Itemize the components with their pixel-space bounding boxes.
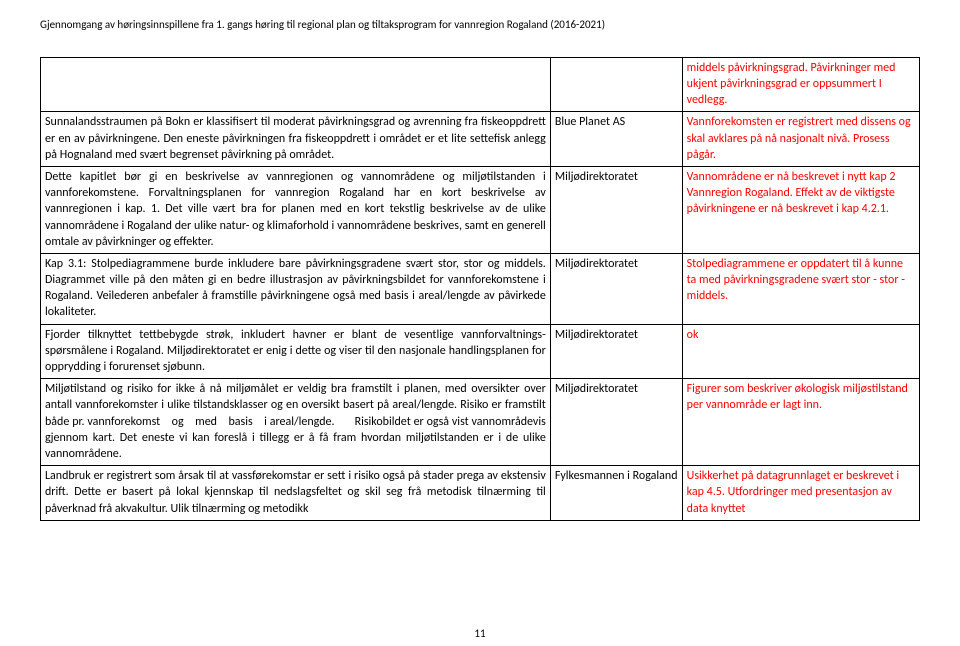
page-number: 11 [0,627,960,642]
consultation-comment [41,57,551,112]
table-row: Dette kapitlet bør gi en beskrivelse av … [41,166,920,253]
commenter: Blue Planet AS [550,112,682,167]
response: middels påvirkningsgrad. Påvirkninger me… [682,57,919,112]
table-row: Landbruk er registrert som årsak til at … [41,466,920,521]
commenter: Miljødirektoratet [550,324,682,379]
consultation-comment: Fjorder tilknyttet tettbebygde strøk, in… [41,324,551,379]
consultation-comment: Sunnalandsstraumen på Bokn er klassifise… [41,112,551,167]
consultation-comment: Landbruk er registrert som årsak til at … [41,466,551,521]
response: Stolpediagrammene er oppdatert til å kun… [682,253,919,324]
table-row: Miljøtilstand og risiko for ikke å nå mi… [41,379,920,466]
commenter: Miljødirektoratet [550,166,682,253]
table-row: Kap 3.1: Stolpediagrammene burde inklude… [41,253,920,324]
table-row: Sunnalandsstraumen på Bokn er klassifise… [41,112,920,167]
commenter [550,57,682,112]
commenter: Fylkesmannen i Rogaland [550,466,682,521]
table-row: Fjorder tilknyttet tettbebygde strøk, in… [41,324,920,379]
consultation-comment: Dette kapitlet bør gi en beskrivelse av … [41,166,551,253]
commenter: Miljødirektoratet [550,253,682,324]
consultation-table: middels påvirkningsgrad. Påvirkninger me… [40,57,920,521]
response: Vannforekomsten er registrert med dissen… [682,112,919,167]
page-header: Gjennomgang av høringsinnspillene fra 1.… [40,18,920,33]
table-row: middels påvirkningsgrad. Påvirkninger me… [41,57,920,112]
response: Figurer som beskriver økologisk miljøsti… [682,379,919,466]
commenter: Miljødirektoratet [550,379,682,466]
response: ok [682,324,919,379]
consultation-comment: Miljøtilstand og risiko for ikke å nå mi… [41,379,551,466]
response: Usikkerhet på datagrunnlaget er beskreve… [682,466,919,521]
response: Vannområdene er nå beskrevet i nytt kap … [682,166,919,253]
consultation-comment: Kap 3.1: Stolpediagrammene burde inklude… [41,253,551,324]
